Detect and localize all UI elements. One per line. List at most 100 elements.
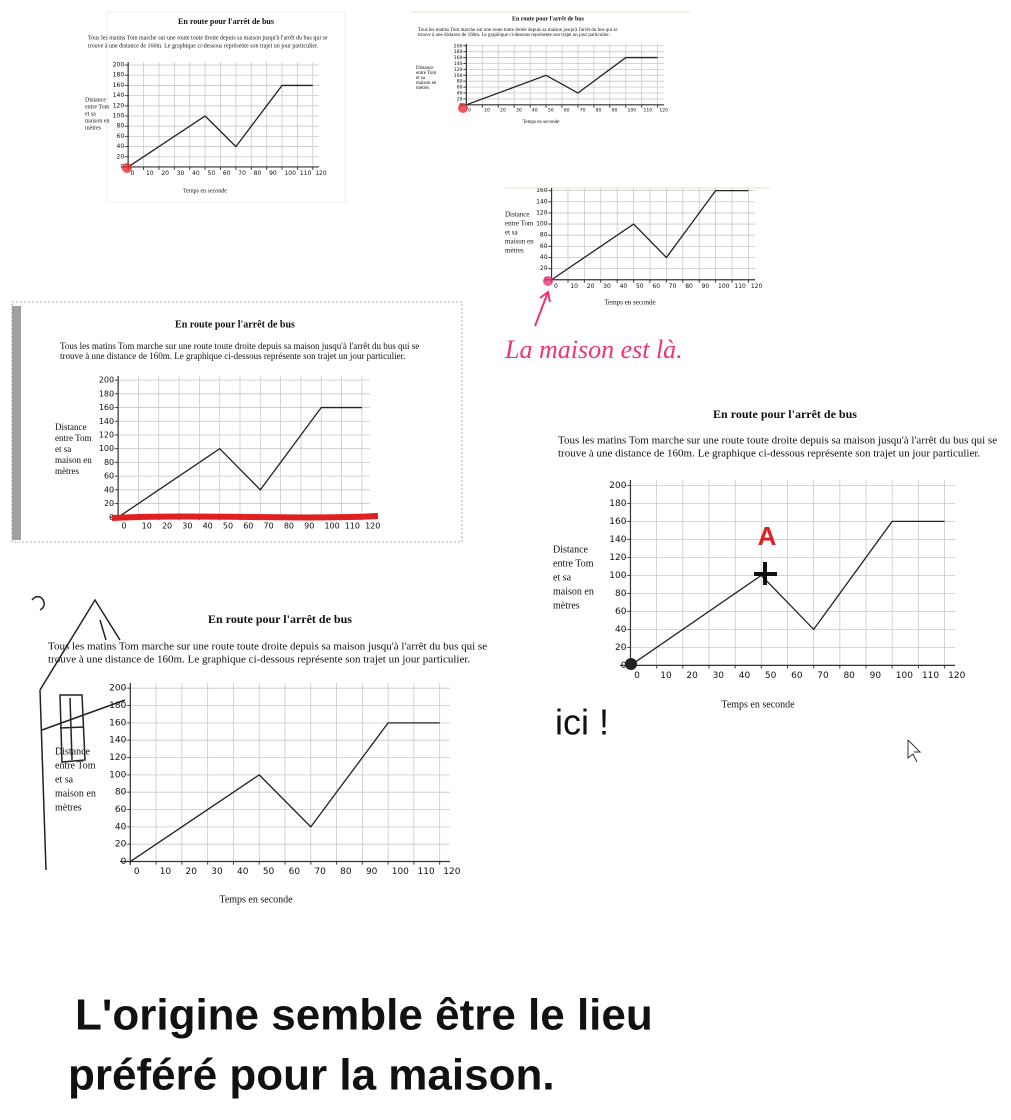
- y-tick-label: 100: [454, 73, 463, 79]
- y-axis-label: maison en: [85, 118, 110, 124]
- chart-panel: 0204060801001201401601802000102030405060…: [505, 176, 762, 307]
- x-tick-label: 70: [580, 107, 586, 113]
- data-line: [630, 520, 945, 666]
- scribble: [625, 658, 637, 670]
- y-tick-label: 140: [454, 61, 463, 67]
- x-tick-label: 60: [791, 671, 803, 681]
- x-tick-label: 0: [121, 522, 126, 531]
- y-axis-label: et sa: [416, 76, 426, 81]
- scribble: [458, 103, 468, 113]
- y-tick-label: 60: [115, 805, 127, 815]
- house-doodle: [31, 595, 126, 871]
- y-tick-label: 160: [99, 403, 114, 412]
- x-tick-label: 110: [922, 671, 939, 681]
- chart-title: En route pour l'arrêt de bus: [512, 16, 585, 22]
- chart-description: trouve à une distance de 160m. Le graphi…: [558, 448, 980, 460]
- panel-frame: [106, 11, 346, 203]
- data-line: [129, 722, 440, 863]
- y-tick-label: 200: [109, 684, 126, 694]
- y-tick-label: 100: [99, 444, 114, 453]
- y-tick-label: 180: [536, 176, 548, 183]
- x-tick-label: 30: [211, 867, 223, 877]
- x-tick-label: 90: [304, 522, 314, 531]
- y-axis-label: mètres: [55, 802, 82, 813]
- y-tick-label: 180: [609, 499, 626, 509]
- x-tick-label: 30: [713, 671, 725, 681]
- x-axis-label: Temps en seconde: [523, 120, 560, 125]
- y-tick-label: 180: [113, 72, 125, 79]
- scribble: [122, 163, 132, 173]
- y-axis-label: Distance: [55, 422, 87, 432]
- y-tick-label: 160: [109, 718, 126, 728]
- chart-description: trouve à une distance de 160m. Le graphi…: [60, 351, 405, 361]
- x-tick-label: 90: [269, 170, 277, 177]
- y-tick-label: 140: [113, 92, 125, 99]
- chart-panel: En route pour l'arrêt de bus Tous les mat…: [85, 17, 328, 195]
- panel-frames: [11, 11, 770, 543]
- y-tick-label: 180: [109, 701, 126, 711]
- y-axis-label: maison en: [416, 81, 437, 86]
- x-tick-label: 100: [628, 107, 637, 113]
- y-axis-label: mètres: [55, 466, 79, 476]
- x-tick-label: 120: [443, 867, 460, 877]
- y-axis-label: maison en: [505, 238, 534, 246]
- y-tick-label: 40: [540, 254, 548, 261]
- y-axis-label: et sa: [553, 572, 572, 583]
- x-tick-label: 70: [817, 671, 829, 681]
- y-axis-label: entre Tom: [553, 558, 594, 569]
- x-tick-label: 50: [636, 283, 644, 290]
- y-axis-label: Distance: [55, 746, 91, 757]
- y-tick-label: 100: [536, 221, 548, 228]
- chart-description: Tous les matins Tom marche sur une route…: [418, 28, 618, 33]
- x-tick-label: 10: [484, 107, 490, 113]
- x-tick-label: 20: [185, 867, 197, 877]
- scribble: [111, 513, 379, 521]
- y-axis-label: Distance: [553, 544, 589, 555]
- y-axis-label: entre Tom: [55, 433, 91, 443]
- x-tick-label: 100: [896, 671, 913, 681]
- x-tick-label: 110: [300, 170, 312, 177]
- x-tick-label: 10: [570, 283, 578, 290]
- y-axis-label: Distance: [85, 97, 106, 103]
- x-tick-label: 120: [365, 522, 380, 531]
- x-tick-label: 10: [146, 170, 154, 177]
- x-tick-label: 0: [634, 671, 640, 681]
- x-tick-label: 0: [554, 283, 558, 290]
- y-tick-label: 200: [454, 43, 463, 49]
- x-tick-label: 70: [314, 867, 326, 877]
- y-tick-label: 140: [99, 417, 114, 426]
- x-tick-label: 50: [208, 170, 216, 177]
- y-tick-label: 40: [457, 91, 463, 97]
- y-tick-label: 60: [615, 607, 627, 617]
- chart-title: En route pour l'arrêt de bus: [713, 407, 857, 421]
- x-tick-label: 120: [315, 170, 327, 177]
- arrow: [534, 290, 551, 327]
- data-line: [466, 56, 658, 106]
- y-axis-label: et sa: [85, 111, 96, 117]
- x-tick-label: 60: [652, 283, 660, 290]
- x-tick-label: 100: [392, 867, 409, 877]
- x-tick-label: 60: [223, 170, 231, 177]
- x-tick-label: 30: [516, 107, 522, 113]
- x-tick-label: 50: [263, 867, 275, 877]
- y-tick-label: 160: [536, 187, 548, 194]
- x-tick-label: 0: [131, 170, 135, 177]
- y-tick-label: 60: [117, 133, 125, 140]
- x-axis-label: Temps en seconde: [604, 299, 655, 307]
- y-tick-label: 160: [113, 82, 125, 89]
- y-tick-label: 100: [609, 571, 626, 581]
- x-tick-label: 10: [160, 867, 172, 877]
- chart-title: En route pour l'arrêt de bus: [208, 612, 352, 626]
- x-tick-label: 10: [142, 522, 152, 531]
- y-axis-label: entre Tom: [85, 104, 110, 110]
- x-tick-label: 40: [237, 867, 249, 877]
- side-bar: [12, 306, 21, 540]
- x-tick-label: 80: [284, 522, 294, 531]
- x-tick-label: 110: [643, 107, 652, 113]
- y-axis-label: entre Tom: [55, 760, 96, 771]
- y-tick-label: 60: [457, 85, 463, 91]
- x-tick-label: 0: [134, 867, 140, 877]
- x-tick-label: 40: [203, 522, 213, 531]
- x-tick-label: 30: [182, 522, 192, 531]
- y-tick-label: 20: [117, 153, 125, 160]
